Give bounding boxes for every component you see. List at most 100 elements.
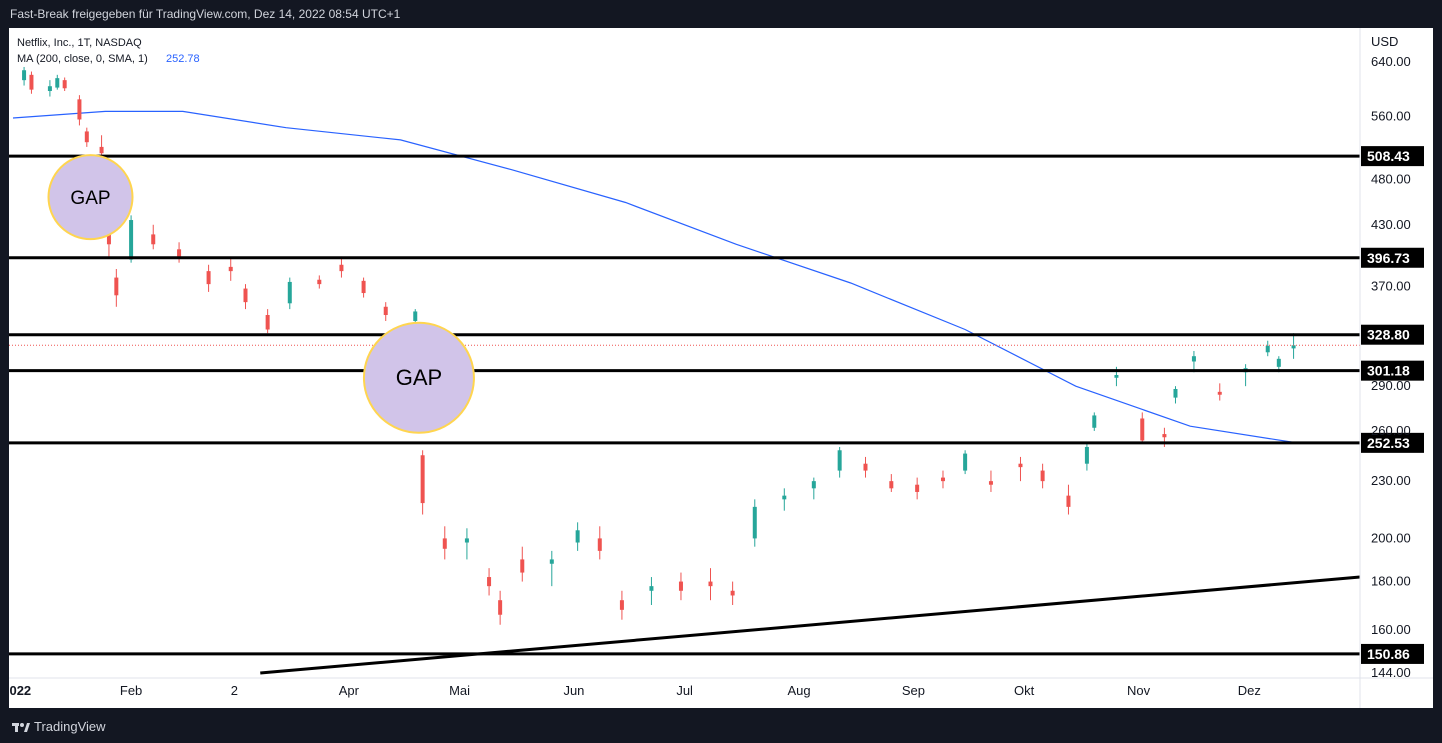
y-tick-label: 180.00 <box>1371 574 1411 589</box>
candle-body <box>940 477 945 482</box>
candle-body <box>99 146 104 154</box>
time-axis: 2022 Feb 2 Apr Mai Jun Jul Aug Sep Okt Nov Dez <box>2 683 1261 698</box>
candle <box>940 470 945 489</box>
x-tick-label: Okt <box>1014 683 1035 698</box>
candle-body <box>206 271 211 285</box>
candle <box>339 256 344 278</box>
candle <box>464 528 469 560</box>
level-label-bg <box>1361 247 1424 268</box>
candle-body <box>730 590 735 596</box>
candle <box>863 456 868 478</box>
candle-body <box>420 455 425 504</box>
candle <box>1140 412 1145 444</box>
candle-body <box>47 86 52 92</box>
candle <box>1092 412 1097 431</box>
candle <box>889 474 894 492</box>
candle <box>708 568 713 601</box>
candle <box>1173 386 1178 404</box>
y-tick-label: 230.00 <box>1371 473 1411 488</box>
candle <box>206 264 211 292</box>
candle <box>77 95 82 126</box>
candle-body <box>339 264 344 272</box>
level-label-bg <box>1361 324 1424 345</box>
candle-body <box>1092 415 1097 428</box>
candle-body <box>1114 375 1119 378</box>
candle-body <box>1162 434 1167 438</box>
candle-body <box>889 481 894 489</box>
candle <box>782 488 787 511</box>
candle-body <box>29 74 34 90</box>
candle-body <box>837 450 842 471</box>
level-label-bg <box>1361 643 1424 664</box>
candle-body <box>498 600 503 615</box>
candle <box>575 522 580 551</box>
level-label: 150.86 <box>1367 646 1410 662</box>
candle <box>47 80 52 97</box>
gap-label: GAP <box>396 365 442 390</box>
candle <box>487 568 492 596</box>
x-tick-label: Apr <box>339 683 360 698</box>
candle-body <box>317 279 322 285</box>
y-tick-label: 640.00 <box>1371 54 1411 69</box>
candle-body <box>1217 391 1222 395</box>
y-tick-label: 430.00 <box>1371 217 1411 232</box>
candle-body <box>243 288 248 303</box>
candle <box>498 590 503 625</box>
level-label: 301.18 <box>1367 363 1410 379</box>
level-label-bg <box>1361 432 1424 453</box>
gap-annotation: GAP <box>362 321 475 434</box>
candle-body <box>1265 345 1270 353</box>
candle-body <box>287 281 292 304</box>
x-tick-label: 2022 <box>9 683 31 698</box>
x-tick-label: Feb <box>120 683 142 698</box>
candle-body <box>678 581 683 591</box>
candle-body <box>1191 356 1196 362</box>
candle <box>1191 350 1196 373</box>
level-label: 328.80 <box>1367 327 1410 343</box>
candle-body <box>1066 495 1071 507</box>
y-tick-label: 260.00 <box>1371 423 1411 438</box>
y-tick-label: 200.00 <box>1371 530 1411 545</box>
candle <box>383 302 388 321</box>
candle <box>29 71 34 94</box>
legend-ma-label: MA (200, close, 0, SMA, 1) <box>17 53 148 65</box>
candle <box>129 215 134 263</box>
price-chart[interactable]: 508.43 396.73 328.80 301.18 252.53 150.86 GAP… <box>2 28 1433 708</box>
candle-body <box>228 266 233 272</box>
x-tick-label: Jun <box>563 683 584 698</box>
candle <box>442 526 447 560</box>
candle <box>114 268 119 307</box>
y-tick-label: 290.00 <box>1371 378 1411 393</box>
legend-ma-value: 252.78 <box>166 53 200 65</box>
candle <box>177 242 182 263</box>
candle <box>287 277 292 310</box>
candle <box>597 526 602 560</box>
trend-line <box>260 575 1361 675</box>
x-tick-label: Aug <box>787 683 810 698</box>
share-caption: Fast-Break freigegeben für TradingView.c… <box>10 7 401 21</box>
candle <box>1243 364 1248 387</box>
candle-layer <box>22 66 1296 625</box>
candle-body <box>1084 446 1089 464</box>
candle <box>915 477 920 500</box>
candle <box>678 572 683 601</box>
gap-label: GAP <box>70 188 110 209</box>
candle <box>55 74 60 90</box>
candle <box>1018 456 1023 482</box>
candle <box>1291 333 1296 359</box>
tradingview-logo[interactable]: TradingView <box>12 719 106 734</box>
candle-body <box>619 600 624 610</box>
legend-symbol: Netflix, Inc., 1T, NASDAQ <box>17 37 142 49</box>
candle <box>752 499 757 547</box>
y-tick-label: 144.00 <box>1371 665 1411 680</box>
candle <box>811 477 816 500</box>
candle <box>84 127 89 147</box>
candle-body <box>811 481 816 489</box>
x-tick-label: Jul <box>676 683 693 698</box>
candle-body <box>413 311 418 321</box>
candle-body <box>575 530 580 543</box>
candle <box>837 446 842 478</box>
candle <box>730 581 735 605</box>
candle-body <box>1018 463 1023 468</box>
candle-body <box>151 234 156 245</box>
